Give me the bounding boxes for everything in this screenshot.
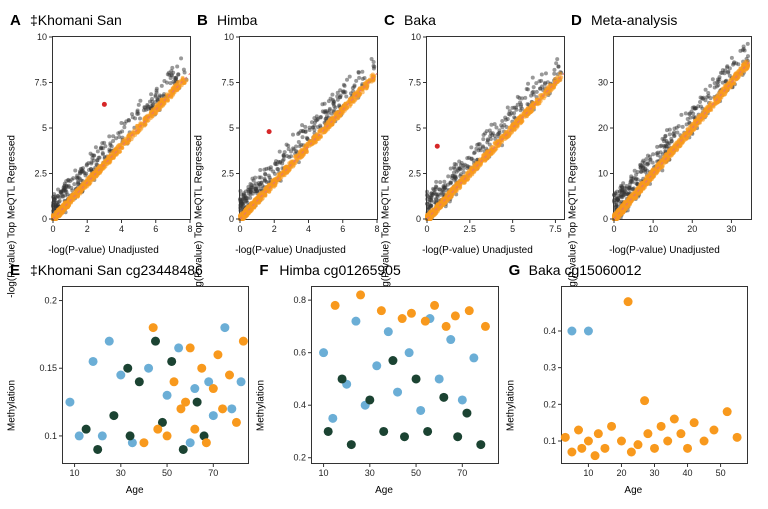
panel-a: A ‡Khomani San 0246802.557.510 -log(P-va… bbox=[10, 10, 197, 260]
svg-text:10: 10 bbox=[319, 468, 329, 478]
svg-text:0: 0 bbox=[42, 214, 47, 224]
svg-text:50: 50 bbox=[411, 468, 421, 478]
svg-text:5: 5 bbox=[416, 123, 421, 133]
plot-frame: 01020300102030 bbox=[613, 36, 752, 220]
svg-text:7.5: 7.5 bbox=[34, 78, 47, 88]
panel-title: Himba bbox=[217, 12, 257, 28]
svg-text:50: 50 bbox=[715, 468, 725, 478]
svg-text:10: 10 bbox=[224, 32, 234, 42]
svg-text:30: 30 bbox=[726, 224, 736, 234]
svg-text:10: 10 bbox=[648, 224, 658, 234]
svg-text:5: 5 bbox=[229, 123, 234, 133]
svg-text:70: 70 bbox=[208, 468, 218, 478]
svg-text:4: 4 bbox=[306, 224, 311, 234]
panel-c: C Baka 02.557.502.557.510 -log(P-value) … bbox=[384, 10, 571, 260]
svg-text:8: 8 bbox=[187, 224, 192, 234]
plot-frame: 0246802.557.510 bbox=[239, 36, 378, 220]
panel-letter: F bbox=[259, 262, 268, 279]
svg-text:70: 70 bbox=[458, 468, 468, 478]
panel-title: ‡Khomani San cg23448486 bbox=[30, 262, 203, 278]
svg-text:0.1: 0.1 bbox=[44, 431, 57, 441]
figure-grid: A ‡Khomani San 0246802.557.510 -log(P-va… bbox=[10, 10, 758, 499]
svg-text:20: 20 bbox=[598, 123, 608, 133]
svg-text:0: 0 bbox=[416, 214, 421, 224]
svg-text:20: 20 bbox=[687, 224, 697, 234]
svg-text:0: 0 bbox=[611, 224, 616, 234]
svg-text:10: 10 bbox=[70, 468, 80, 478]
svg-text:40: 40 bbox=[682, 468, 692, 478]
panel-title: ‡Khomani San bbox=[30, 12, 122, 28]
plot-frame: 103050700.10.150.2 bbox=[62, 286, 249, 464]
svg-text:5: 5 bbox=[510, 224, 515, 234]
svg-text:0: 0 bbox=[237, 224, 242, 234]
svg-text:20: 20 bbox=[616, 468, 626, 478]
panel-d: D Meta-analysis 01020300102030 -log(P-va… bbox=[571, 10, 758, 260]
plot-frame: 02.557.502.557.510 bbox=[426, 36, 565, 220]
panel-letter: B bbox=[197, 12, 208, 29]
svg-text:10: 10 bbox=[411, 32, 421, 42]
panel-letter: C bbox=[384, 12, 395, 29]
svg-text:30: 30 bbox=[598, 78, 608, 88]
svg-text:7.5: 7.5 bbox=[408, 78, 421, 88]
svg-text:0.2: 0.2 bbox=[294, 453, 307, 463]
svg-text:0.6: 0.6 bbox=[294, 348, 307, 358]
svg-text:0.4: 0.4 bbox=[543, 326, 556, 336]
svg-text:2.5: 2.5 bbox=[464, 224, 477, 234]
svg-text:0: 0 bbox=[229, 214, 234, 224]
svg-text:0.1: 0.1 bbox=[543, 436, 556, 446]
svg-text:0.2: 0.2 bbox=[543, 399, 556, 409]
x-axis-label: Age bbox=[259, 485, 508, 496]
svg-text:6: 6 bbox=[340, 224, 345, 234]
panel-b: B Himba 0246802.557.510 -log(P-value) Un… bbox=[197, 10, 384, 260]
panel-letter: D bbox=[571, 12, 582, 29]
plot-frame: 0246802.557.510 bbox=[52, 36, 191, 220]
x-axis-label: -log(P-value) Unadjusted bbox=[384, 245, 571, 256]
x-axis-label: Age bbox=[509, 485, 758, 496]
panel-letter: E bbox=[10, 262, 20, 279]
svg-text:4: 4 bbox=[119, 224, 124, 234]
svg-text:30: 30 bbox=[649, 468, 659, 478]
panel-title: Baka cg15060012 bbox=[529, 262, 642, 278]
svg-text:50: 50 bbox=[162, 468, 172, 478]
panel-e: E ‡Khomani San cg23448486 103050700.10.1… bbox=[10, 260, 259, 500]
svg-text:0.15: 0.15 bbox=[39, 363, 57, 373]
panel-g: G Baka cg15060012 10203040500.10.20.30.4… bbox=[509, 260, 758, 500]
svg-text:7.5: 7.5 bbox=[221, 78, 234, 88]
svg-text:0: 0 bbox=[424, 224, 429, 234]
svg-text:0.2: 0.2 bbox=[44, 296, 57, 306]
svg-text:2.5: 2.5 bbox=[221, 169, 234, 179]
x-axis-label: -log(P-value) Unadjusted bbox=[571, 245, 758, 256]
x-axis-label: -log(P-value) Unadjusted bbox=[197, 245, 384, 256]
svg-text:30: 30 bbox=[365, 468, 375, 478]
svg-text:2.5: 2.5 bbox=[34, 169, 47, 179]
panel-title: Baka bbox=[404, 12, 436, 28]
panel-letter: G bbox=[509, 262, 521, 279]
x-axis-label: Age bbox=[10, 485, 259, 496]
svg-text:10: 10 bbox=[583, 468, 593, 478]
svg-text:7.5: 7.5 bbox=[549, 224, 562, 234]
svg-text:30: 30 bbox=[116, 468, 126, 478]
svg-text:0: 0 bbox=[50, 224, 55, 234]
svg-text:0: 0 bbox=[603, 214, 608, 224]
x-axis-label: -log(P-value) Unadjusted bbox=[10, 245, 197, 256]
svg-text:2: 2 bbox=[85, 224, 90, 234]
panel-f: F Himba cg01265905 103050700.20.40.60.8 … bbox=[259, 260, 508, 500]
panel-letter: A bbox=[10, 12, 21, 29]
plot-frame: 103050700.20.40.60.8 bbox=[311, 286, 498, 464]
svg-text:5: 5 bbox=[42, 123, 47, 133]
svg-text:8: 8 bbox=[374, 224, 379, 234]
svg-text:6: 6 bbox=[153, 224, 158, 234]
plot-frame: 10203040500.10.20.30.4 bbox=[561, 286, 748, 464]
svg-text:0.3: 0.3 bbox=[543, 363, 556, 373]
svg-text:0.4: 0.4 bbox=[294, 400, 307, 410]
panel-title: Himba cg01265905 bbox=[279, 262, 400, 278]
panel-title: Meta-analysis bbox=[591, 12, 677, 28]
svg-text:10: 10 bbox=[598, 169, 608, 179]
svg-text:2: 2 bbox=[272, 224, 277, 234]
svg-text:0.8: 0.8 bbox=[294, 295, 307, 305]
svg-text:10: 10 bbox=[37, 32, 47, 42]
svg-text:2.5: 2.5 bbox=[408, 169, 421, 179]
